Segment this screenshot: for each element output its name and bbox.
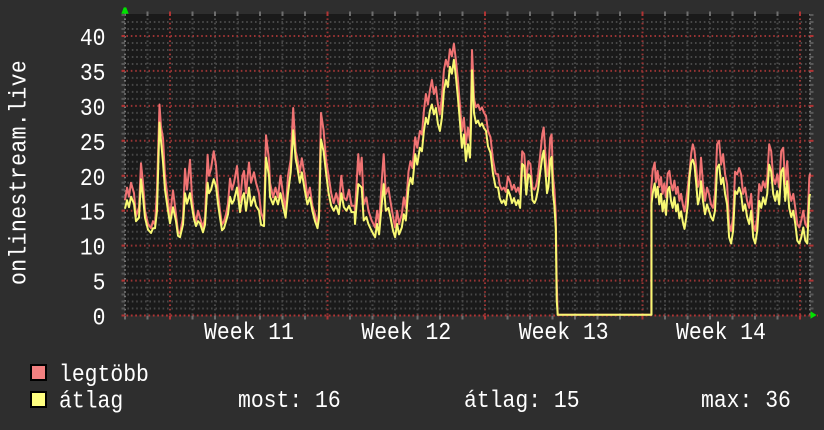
svg-text:5: 5 — [93, 269, 106, 297]
svg-text:max: 36: max: 36 — [701, 387, 791, 415]
svg-text:0: 0 — [93, 304, 106, 332]
svg-text:40: 40 — [80, 25, 106, 53]
svg-text:30: 30 — [80, 95, 106, 123]
svg-text:25: 25 — [80, 130, 106, 158]
svg-text:onlinestream.live: onlinestream.live — [5, 60, 33, 285]
svg-text:átlag: 15: átlag: 15 — [464, 387, 580, 415]
svg-text:Week 12: Week 12 — [361, 319, 451, 347]
svg-text:10: 10 — [80, 234, 106, 262]
svg-text:Week 11: Week 11 — [204, 319, 294, 347]
svg-text:Week 13: Week 13 — [519, 319, 609, 347]
svg-text:Week 14: Week 14 — [676, 319, 766, 347]
svg-text:átlag: átlag — [59, 387, 123, 415]
svg-text:20: 20 — [80, 165, 106, 193]
svg-text:most: 16: most: 16 — [238, 387, 341, 415]
svg-text:legtöbb: legtöbb — [59, 361, 149, 389]
svg-text:35: 35 — [80, 60, 106, 88]
svg-text:15: 15 — [80, 200, 106, 228]
